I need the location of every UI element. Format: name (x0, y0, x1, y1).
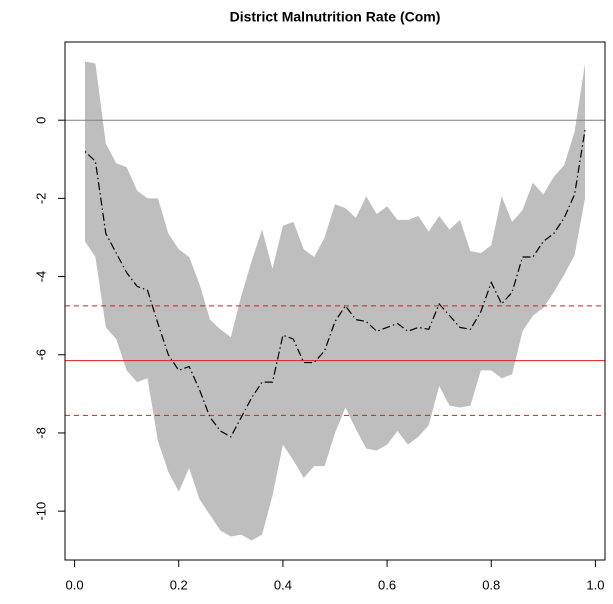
y-tick-label: 0 (33, 117, 48, 124)
y-tick-label: -6 (33, 349, 48, 361)
series-line (84, 129, 586, 438)
y-tick-label: -2 (33, 193, 48, 205)
y-tick-label: -8 (33, 427, 48, 439)
y-tick-label: -10 (33, 502, 48, 521)
x-tick-label: 0.0 (66, 577, 84, 592)
x-tick-label: 0.6 (378, 577, 396, 592)
confidence-band (85, 61, 585, 541)
y-tick-label: -4 (33, 271, 48, 283)
x-tick-label: 0.8 (482, 577, 500, 592)
x-tick-label: 0.2 (170, 577, 188, 592)
x-tick-label: 1.0 (586, 577, 604, 592)
chart-title: District Malnutrition Rate (Com) (230, 9, 441, 25)
x-tick-label: 0.4 (274, 577, 292, 592)
